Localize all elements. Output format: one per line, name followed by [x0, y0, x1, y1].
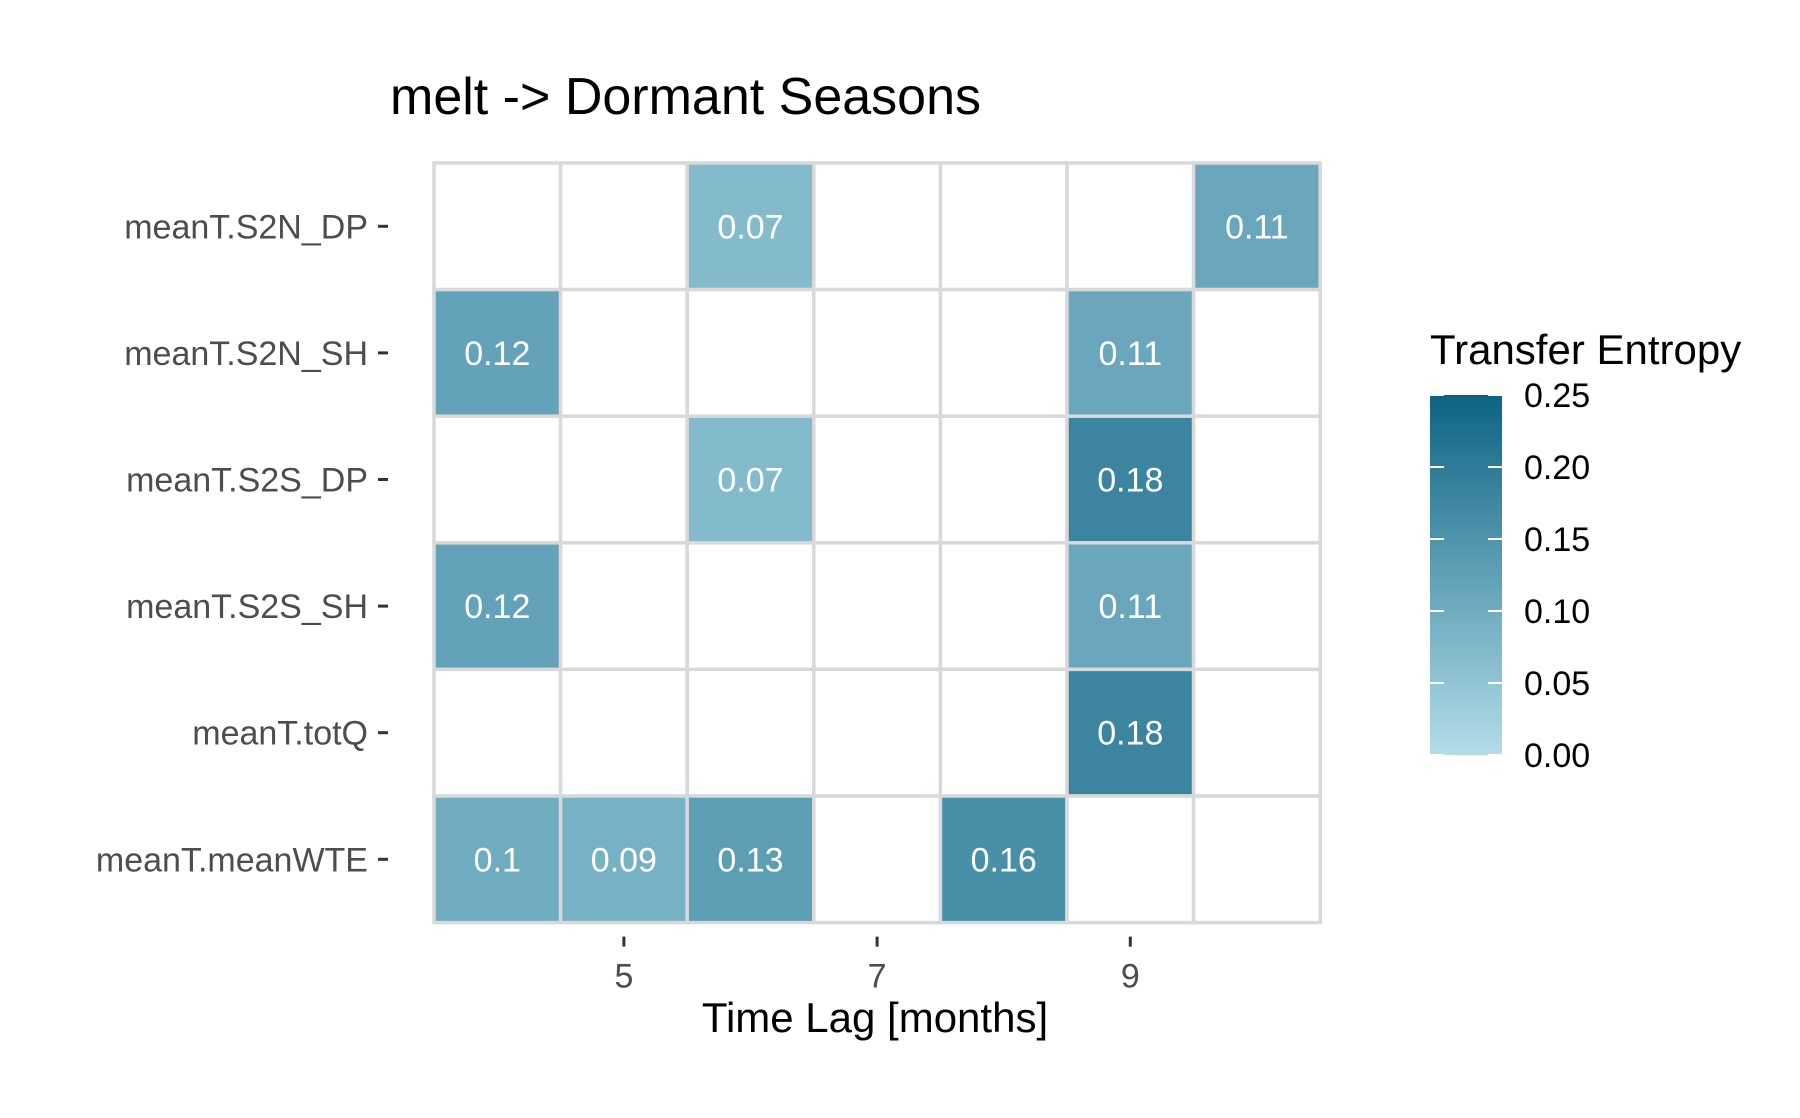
- heatmap-empty-cell: [432, 667, 563, 798]
- heatmap-empty-cell: [812, 541, 943, 672]
- cell-value-label: 0.18: [1097, 715, 1163, 753]
- cell-value-label: 0.12: [464, 335, 530, 373]
- heatmap-empty-cell: [558, 287, 689, 418]
- heatmap-cell: [1065, 541, 1196, 672]
- heatmap-empty-cell: [1065, 794, 1196, 925]
- cell-value-label: 0.12: [464, 588, 530, 626]
- legend-tick-label: 0.05: [1524, 665, 1590, 703]
- cell-value-label: 0.07: [717, 208, 783, 246]
- y-tick-label: meanT.S2N_SH: [124, 335, 368, 373]
- x-tick-label: 9: [1121, 958, 1140, 996]
- legend-tick-label: 0.20: [1524, 449, 1590, 487]
- cell-value-label: 0.11: [1098, 588, 1162, 626]
- heatmap-empty-cell: [558, 667, 689, 798]
- legend-tick-label: 0.25: [1524, 377, 1590, 415]
- legend-tick-label: 0.10: [1524, 593, 1590, 631]
- heatmap-empty-cell: [432, 161, 563, 292]
- cell-value-label: 0.1: [474, 841, 521, 879]
- x-tick-label: 5: [614, 958, 633, 996]
- heatmap-empty-cell: [1191, 287, 1322, 418]
- heatmap-empty-cell: [812, 794, 943, 925]
- legend-tick-label: 0.00: [1524, 737, 1590, 775]
- legend-colorbar: [1430, 395, 1502, 755]
- chart-title: melt -> Dormant Seasons: [390, 68, 981, 126]
- heatmap-cell: [685, 794, 816, 925]
- y-tick-label: meanT.meanWTE: [96, 841, 368, 879]
- heatmap-cell: [685, 161, 816, 292]
- heatmap-empty-cell: [558, 414, 689, 545]
- legend-tick-label: 0.15: [1524, 521, 1590, 559]
- heatmap-empty-cell: [685, 667, 816, 798]
- heatmap-empty-cell: [1191, 794, 1322, 925]
- cell-value-label: 0.09: [591, 841, 657, 879]
- y-tick-label: meanT.S2S_SH: [126, 588, 368, 626]
- heatmap-empty-cell: [685, 541, 816, 672]
- legend-title: Transfer Entropy: [1430, 326, 1741, 373]
- heatmap-empty-cell: [938, 161, 1069, 292]
- legend: Transfer Entropy 0.00 0.05 0.10 0.15 0.20 0.2…: [1430, 326, 1741, 775]
- heatmap-empty-cell: [558, 541, 689, 672]
- heatmap-empty-cell: [812, 287, 943, 418]
- x-axis-title: Time Lag [months]: [702, 994, 1048, 1041]
- heatmap-cell: [938, 794, 1069, 925]
- cell-value-label: 0.18: [1097, 462, 1163, 500]
- heatmap-empty-cell: [558, 161, 689, 292]
- heatmap-empty-cell: [938, 541, 1069, 672]
- heatmap-empty-cell: [938, 667, 1069, 798]
- heatmap-empty-cell: [432, 414, 563, 545]
- heatmap-empty-cell: [938, 414, 1069, 545]
- heatmap-cell: [1191, 161, 1322, 292]
- y-tick-label: meanT.totQ: [192, 715, 368, 753]
- heatmap-empty-cell: [1065, 161, 1196, 292]
- heatmap-empty-cell: [1191, 667, 1322, 798]
- y-tick-label: meanT.S2N_DP: [124, 208, 368, 246]
- heatmap-empty-cell: [1191, 541, 1322, 672]
- heatmap-empty-cell: [812, 667, 943, 798]
- cell-value-label: 0.16: [971, 841, 1037, 879]
- heatmap-empty-cell: [938, 287, 1069, 418]
- heatmap-empty-cell: [1191, 414, 1322, 545]
- cell-value-label: 0.11: [1098, 335, 1162, 373]
- heatmap-empty-cell: [812, 414, 943, 545]
- y-tick-label: meanT.S2S_DP: [126, 462, 368, 500]
- x-tick-label: 7: [868, 958, 887, 996]
- heatmap-cell: [432, 794, 563, 925]
- cell-value-label: 0.13: [717, 841, 783, 879]
- cell-value-label: 0.11: [1225, 208, 1289, 246]
- cell-value-label: 0.07: [717, 462, 783, 500]
- heatmap-empty-cell: [685, 287, 816, 418]
- heatmap-empty-cell: [812, 161, 943, 292]
- heatmap-cell: [1065, 414, 1196, 545]
